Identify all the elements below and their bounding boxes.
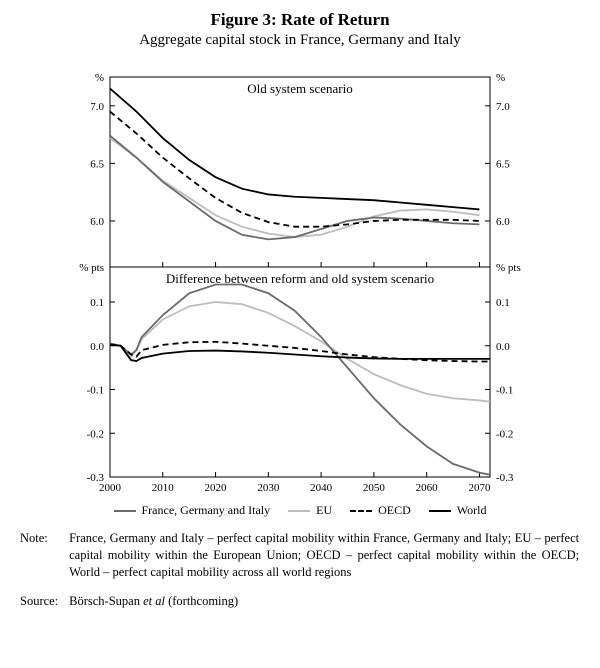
plot-area: 6.0 6.0 6.5 6.5 7.0 7.0%% Old system scenario -… — [20, 57, 580, 497]
svg-text:7.0: 7.0 — [90, 101, 104, 113]
svg-text:2060: 2060 — [416, 482, 439, 494]
figure-title: Figure 3: Rate of Return — [20, 10, 580, 30]
svg-text:Old system scenario: Old system scenario — [247, 81, 352, 96]
legend: France, Germany and Italy EU OECD World — [20, 503, 580, 518]
legend-item-world: World — [429, 503, 487, 518]
legend-swatch — [114, 510, 136, 512]
svg-text:2030: 2030 — [257, 482, 280, 494]
source: Source: Börsch-Supan et al (forthcoming) — [20, 593, 580, 610]
svg-text:% pts: % pts — [79, 262, 104, 274]
legend-label: EU — [316, 503, 332, 518]
svg-text:2020: 2020 — [205, 482, 228, 494]
svg-text:0.1: 0.1 — [496, 297, 510, 309]
svg-text:0.0: 0.0 — [496, 341, 510, 353]
svg-text:6.0: 6.0 — [496, 216, 510, 228]
svg-text:0.1: 0.1 — [90, 297, 104, 309]
svg-text:2000: 2000 — [99, 482, 122, 494]
svg-text:%: % — [95, 72, 104, 84]
note-label: Note: — [20, 530, 66, 547]
svg-text:6.0: 6.0 — [90, 216, 104, 228]
source-label: Source: — [20, 593, 66, 610]
source-text-inner: Börsch-Supan et al (forthcoming) — [69, 594, 238, 608]
source-text: Börsch-Supan et al (forthcoming) — [69, 593, 579, 610]
svg-text:2010: 2010 — [152, 482, 175, 494]
svg-text:-0.1: -0.1 — [87, 385, 104, 397]
figure-subtitle: Aggregate capital stock in France, Germa… — [20, 32, 580, 49]
svg-text:2070: 2070 — [468, 482, 491, 494]
svg-text:6.5: 6.5 — [90, 158, 104, 170]
legend-label: OECD — [378, 503, 411, 518]
note: Note: France, Germany and Italy – perfec… — [20, 530, 580, 581]
legend-item-fgi: France, Germany and Italy — [114, 503, 271, 518]
note-text: France, Germany and Italy – perfect capi… — [69, 530, 579, 581]
legend-item-eu: EU — [288, 503, 332, 518]
legend-swatch — [288, 510, 310, 512]
svg-text:2040: 2040 — [310, 482, 333, 494]
svg-text:Difference between reform and: Difference between reform and old system… — [166, 271, 434, 286]
svg-text:6.5: 6.5 — [496, 158, 510, 170]
svg-text:% pts: % pts — [496, 262, 521, 274]
svg-text:-0.3: -0.3 — [496, 472, 514, 484]
legend-item-oecd: OECD — [350, 503, 411, 518]
svg-text:%: % — [496, 72, 505, 84]
svg-text:-0.1: -0.1 — [496, 385, 513, 397]
legend-swatch — [429, 510, 451, 512]
figure: Figure 3: Rate of Return Aggregate capit… — [0, 0, 600, 620]
legend-swatch — [350, 510, 372, 512]
svg-text:-0.2: -0.2 — [87, 428, 104, 440]
svg-text:7.0: 7.0 — [496, 101, 510, 113]
legend-label: France, Germany and Italy — [142, 503, 271, 518]
svg-text:2050: 2050 — [363, 482, 386, 494]
legend-label: World — [457, 503, 487, 518]
chart-svg: 6.0 6.0 6.5 6.5 7.0 7.0%% Old system scenario -… — [60, 57, 540, 497]
svg-text:-0.2: -0.2 — [496, 428, 513, 440]
svg-text:0.0: 0.0 — [90, 341, 104, 353]
